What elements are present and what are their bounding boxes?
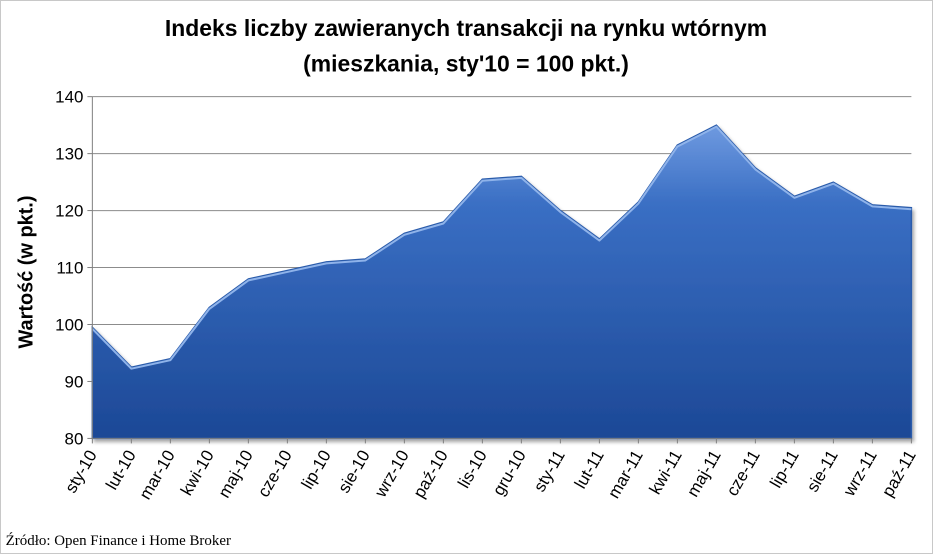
area-series — [91, 124, 913, 440]
y-tick-140: 140 — [55, 88, 83, 107]
chart-title-line2: (mieszkania, sty'10 = 100 pkt.) — [303, 51, 629, 77]
plot-area — [91, 124, 913, 440]
x-tick-cze-11: cze-11 — [723, 447, 764, 499]
x-tick-sie-11: sie-11 — [803, 447, 842, 495]
y-tick-80: 80 — [65, 429, 84, 448]
x-tick-kwi-10: kwi-10 — [177, 447, 218, 499]
y-tick-120: 120 — [55, 202, 83, 221]
x-tick-paź-11: paź-11 — [878, 447, 920, 500]
x-tick-wrz-11: wrz-11 — [839, 447, 881, 500]
y-tick-90: 90 — [65, 372, 84, 391]
x-tick-lip-10: lip-10 — [298, 447, 335, 492]
x-tick-sty-10: sty-10 — [61, 447, 101, 496]
y-tick-100: 100 — [55, 315, 83, 334]
x-tick-lut-11: lut-11 — [571, 447, 608, 492]
axes — [87, 96, 912, 444]
x-tick-sty-11: sty-11 — [530, 447, 569, 495]
x-tick-kwi-11: kwi-11 — [646, 447, 686, 498]
x-tick-maj-10: maj-10 — [214, 447, 256, 501]
x-tick-gru-10: gru-10 — [489, 447, 530, 499]
x-tick-sie-10: sie-10 — [334, 447, 374, 496]
x-tick-lis-10: lis-10 — [454, 447, 491, 492]
chart-title-line1: Indeks liczby zawieranych transakcji na … — [165, 15, 767, 41]
x-tick-wrz-10: wrz-10 — [370, 447, 412, 501]
x-tick-paź-10: paź-10 — [409, 447, 451, 501]
x-tick-maj-11: maj-11 — [683, 447, 725, 500]
area-top-highlight — [91, 125, 912, 370]
y-tick-labels: 80 90 100 110 120 130 140 — [55, 88, 83, 449]
y-axis-label: Wartość (w pkt.) — [16, 196, 38, 349]
source-note: Źródło: Open Finance i Home Broker — [6, 532, 231, 549]
x-tick-mar-10: mar-10 — [136, 447, 179, 503]
x-tick-lip-11: lip-11 — [766, 447, 803, 491]
x-tick-lut-10: lut-10 — [102, 447, 140, 493]
y-tick-130: 130 — [55, 145, 83, 164]
x-tick-cze-10: cze-10 — [254, 447, 296, 500]
y-tick-110: 110 — [56, 259, 83, 278]
x-tick-mar-11: mar-11 — [604, 447, 647, 502]
